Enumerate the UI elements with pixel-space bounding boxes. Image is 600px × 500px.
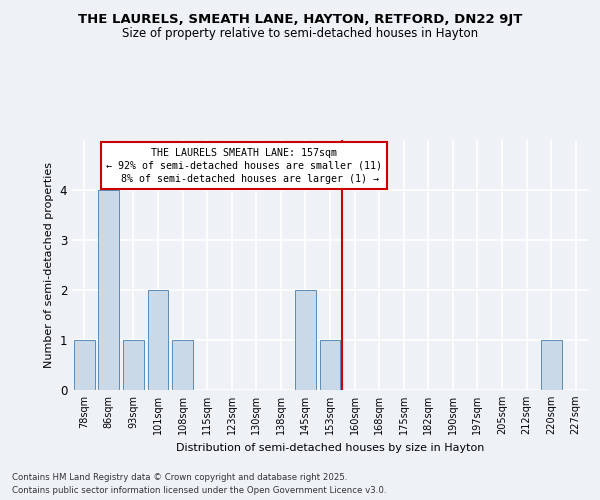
Text: Contains public sector information licensed under the Open Government Licence v3: Contains public sector information licen… (12, 486, 386, 495)
Text: THE LAURELS SMEATH LANE: 157sqm
← 92% of semi-detached houses are smaller (11)
 : THE LAURELS SMEATH LANE: 157sqm ← 92% of… (106, 148, 382, 184)
Bar (148, 290, 169, 390)
Bar (123, 340, 144, 390)
Bar (295, 290, 316, 390)
Text: THE LAURELS, SMEATH LANE, HAYTON, RETFORD, DN22 9JT: THE LAURELS, SMEATH LANE, HAYTON, RETFOR… (78, 12, 522, 26)
Y-axis label: Number of semi-detached properties: Number of semi-detached properties (44, 162, 54, 368)
Text: Contains HM Land Registry data © Crown copyright and database right 2025.: Contains HM Land Registry data © Crown c… (12, 474, 347, 482)
Text: Size of property relative to semi-detached houses in Hayton: Size of property relative to semi-detach… (122, 28, 478, 40)
Bar (74, 340, 95, 390)
Bar (98, 190, 119, 390)
Bar (541, 340, 562, 390)
Bar (172, 340, 193, 390)
Bar (320, 340, 340, 390)
X-axis label: Distribution of semi-detached houses by size in Hayton: Distribution of semi-detached houses by … (176, 442, 484, 452)
